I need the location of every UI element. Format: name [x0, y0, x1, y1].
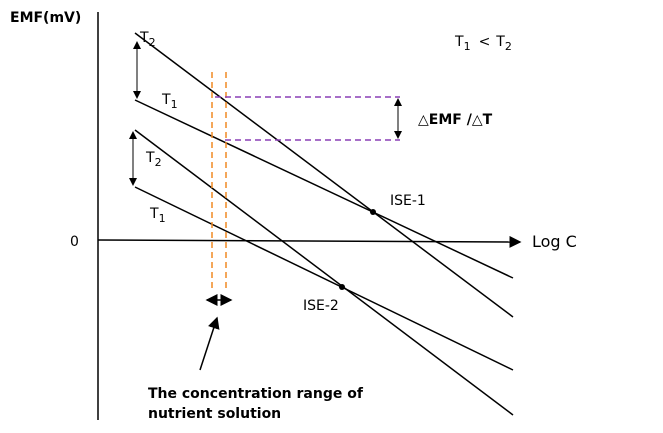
isothermal-point [370, 209, 376, 215]
y-axis-label: EMF(mV) [10, 10, 81, 26]
pointer-arrow [199, 316, 220, 371]
sensor-label: ISE-2 [303, 298, 339, 314]
symbol: T [149, 206, 159, 222]
sensor-label: ISE-1 [390, 193, 426, 209]
isothermal-point [339, 284, 345, 290]
ise1-t1-line [134, 99, 514, 279]
response-lines [134, 32, 514, 416]
symbol: T [454, 34, 464, 50]
operator: < [479, 34, 491, 50]
symbol: T [139, 30, 149, 46]
symbol: T [145, 150, 155, 166]
subscript: 2 [505, 40, 512, 53]
condition: T1 < T2 [454, 34, 512, 53]
delta-label: △EMF /△T [418, 112, 493, 128]
temp-label: T1 [161, 92, 178, 111]
ise2-t1-line [134, 186, 514, 371]
ise1-t2-line [134, 32, 514, 318]
subscript: 1 [464, 40, 471, 53]
temp-label: T2 [145, 150, 162, 169]
note-line: The concentration range of [148, 386, 364, 402]
temp-label: T1 [149, 206, 166, 225]
x-axis-label: Log C [532, 232, 577, 251]
symbol: T [495, 34, 505, 50]
symbol: T [161, 92, 171, 108]
temp-label: T2 [139, 30, 156, 49]
origin-label: 0 [70, 234, 79, 250]
note-line: nutrient solution [148, 406, 281, 422]
subscript: 1 [171, 98, 178, 111]
subscript: 2 [149, 36, 156, 49]
subscript: 1 [159, 212, 166, 225]
ise2-t2-line [134, 129, 514, 416]
x-axis [97, 235, 522, 248]
subscript: 2 [155, 156, 162, 169]
